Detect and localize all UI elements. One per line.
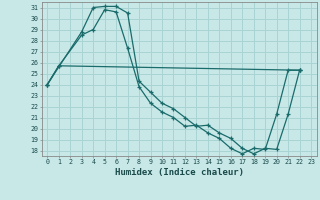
X-axis label: Humidex (Indice chaleur): Humidex (Indice chaleur) <box>115 168 244 177</box>
